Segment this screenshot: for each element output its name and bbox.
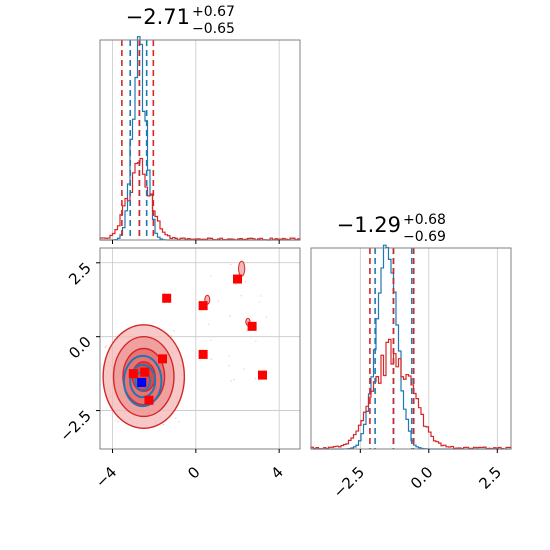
title-parameter-2: −1.29 +0.68−0.69 bbox=[337, 212, 446, 245]
sample-point bbox=[114, 419, 117, 422]
histogram-panel-parameter-1 bbox=[99, 36, 301, 244]
sample-point bbox=[255, 340, 257, 343]
contour-blue bbox=[122, 354, 163, 408]
title-parameter-1: −2.71 +0.67−0.65 bbox=[126, 4, 235, 37]
title-value: −1.29 bbox=[337, 213, 401, 237]
title-value: −2.71 bbox=[126, 5, 190, 29]
marker-red-square bbox=[158, 354, 167, 364]
x-tick-label: 0 bbox=[184, 463, 203, 482]
marker-red-square bbox=[140, 367, 150, 377]
marker-red-square bbox=[247, 321, 257, 331]
sample-point bbox=[174, 417, 177, 420]
x-tick-label: 0.0 bbox=[407, 463, 437, 493]
histogram-series bbox=[310, 338, 512, 450]
sample-point bbox=[209, 275, 212, 277]
sample-point bbox=[116, 420, 119, 423]
contour-blue bbox=[129, 363, 157, 399]
contour-red bbox=[238, 260, 246, 277]
sample-point bbox=[243, 368, 245, 370]
x-tick-label: 4 bbox=[268, 463, 287, 482]
y-tick-label: 0.0 bbox=[65, 333, 95, 363]
sample-point bbox=[230, 263, 232, 266]
sample-point bbox=[240, 294, 243, 297]
sample-point bbox=[104, 346, 107, 349]
sample-point bbox=[258, 301, 261, 303]
histogram-panel-parameter-2: −2.5 0.0 2.5 bbox=[310, 244, 512, 502]
panel-frame bbox=[99, 247, 301, 450]
title-lower-error: −0.69 bbox=[403, 229, 446, 245]
panel-frame bbox=[99, 39, 301, 241]
x-tick-label: 2.5 bbox=[476, 463, 506, 493]
marker-red-square bbox=[128, 369, 138, 379]
title-lower-error: −0.65 bbox=[192, 21, 235, 37]
sample-point bbox=[228, 355, 230, 357]
histogram-series bbox=[311, 244, 511, 450]
sample-point bbox=[228, 364, 230, 367]
sample-point bbox=[245, 330, 248, 333]
sample-point bbox=[209, 339, 212, 342]
sample-point bbox=[177, 421, 180, 423]
marker-red-square bbox=[162, 293, 172, 303]
y-tick-label: 2.5 bbox=[65, 259, 95, 289]
contour-panel-joint: −4 0 4 2.5 0.0 −2.5 bbox=[56, 247, 301, 491]
panel-titles: −2.71 +0.67−0.65 −1.29 +0.68−0.69 bbox=[126, 4, 446, 245]
x-tick-label: −2.5 bbox=[330, 463, 368, 501]
marker-blue-square bbox=[137, 377, 147, 387]
sample-point bbox=[254, 377, 257, 380]
sample-point bbox=[210, 358, 213, 361]
marker-red-square bbox=[198, 301, 208, 311]
histogram-series bbox=[100, 36, 300, 241]
sample-point bbox=[233, 378, 235, 381]
sample-point bbox=[244, 280, 247, 283]
marker-red-square bbox=[233, 274, 242, 284]
sample-point bbox=[173, 330, 175, 332]
marker-red-square bbox=[258, 370, 267, 380]
sample-point bbox=[229, 314, 231, 317]
marker-red-square bbox=[198, 349, 208, 359]
x-tick-label: −4 bbox=[92, 463, 120, 491]
sample-point bbox=[217, 300, 220, 302]
sample-point bbox=[170, 335, 173, 337]
sample-point bbox=[207, 323, 210, 326]
sample-point bbox=[265, 316, 268, 318]
marker-red-square bbox=[144, 395, 154, 405]
sample-point bbox=[260, 295, 262, 297]
sample-point bbox=[105, 345, 108, 347]
title-upper-error: +0.67 bbox=[192, 4, 235, 20]
y-tick-label: −2.5 bbox=[56, 407, 94, 445]
sample-point bbox=[230, 380, 232, 382]
title-upper-error: +0.68 bbox=[403, 212, 446, 228]
panel-frame bbox=[310, 247, 512, 450]
sample-point bbox=[235, 283, 237, 286]
sample-point bbox=[162, 423, 165, 426]
